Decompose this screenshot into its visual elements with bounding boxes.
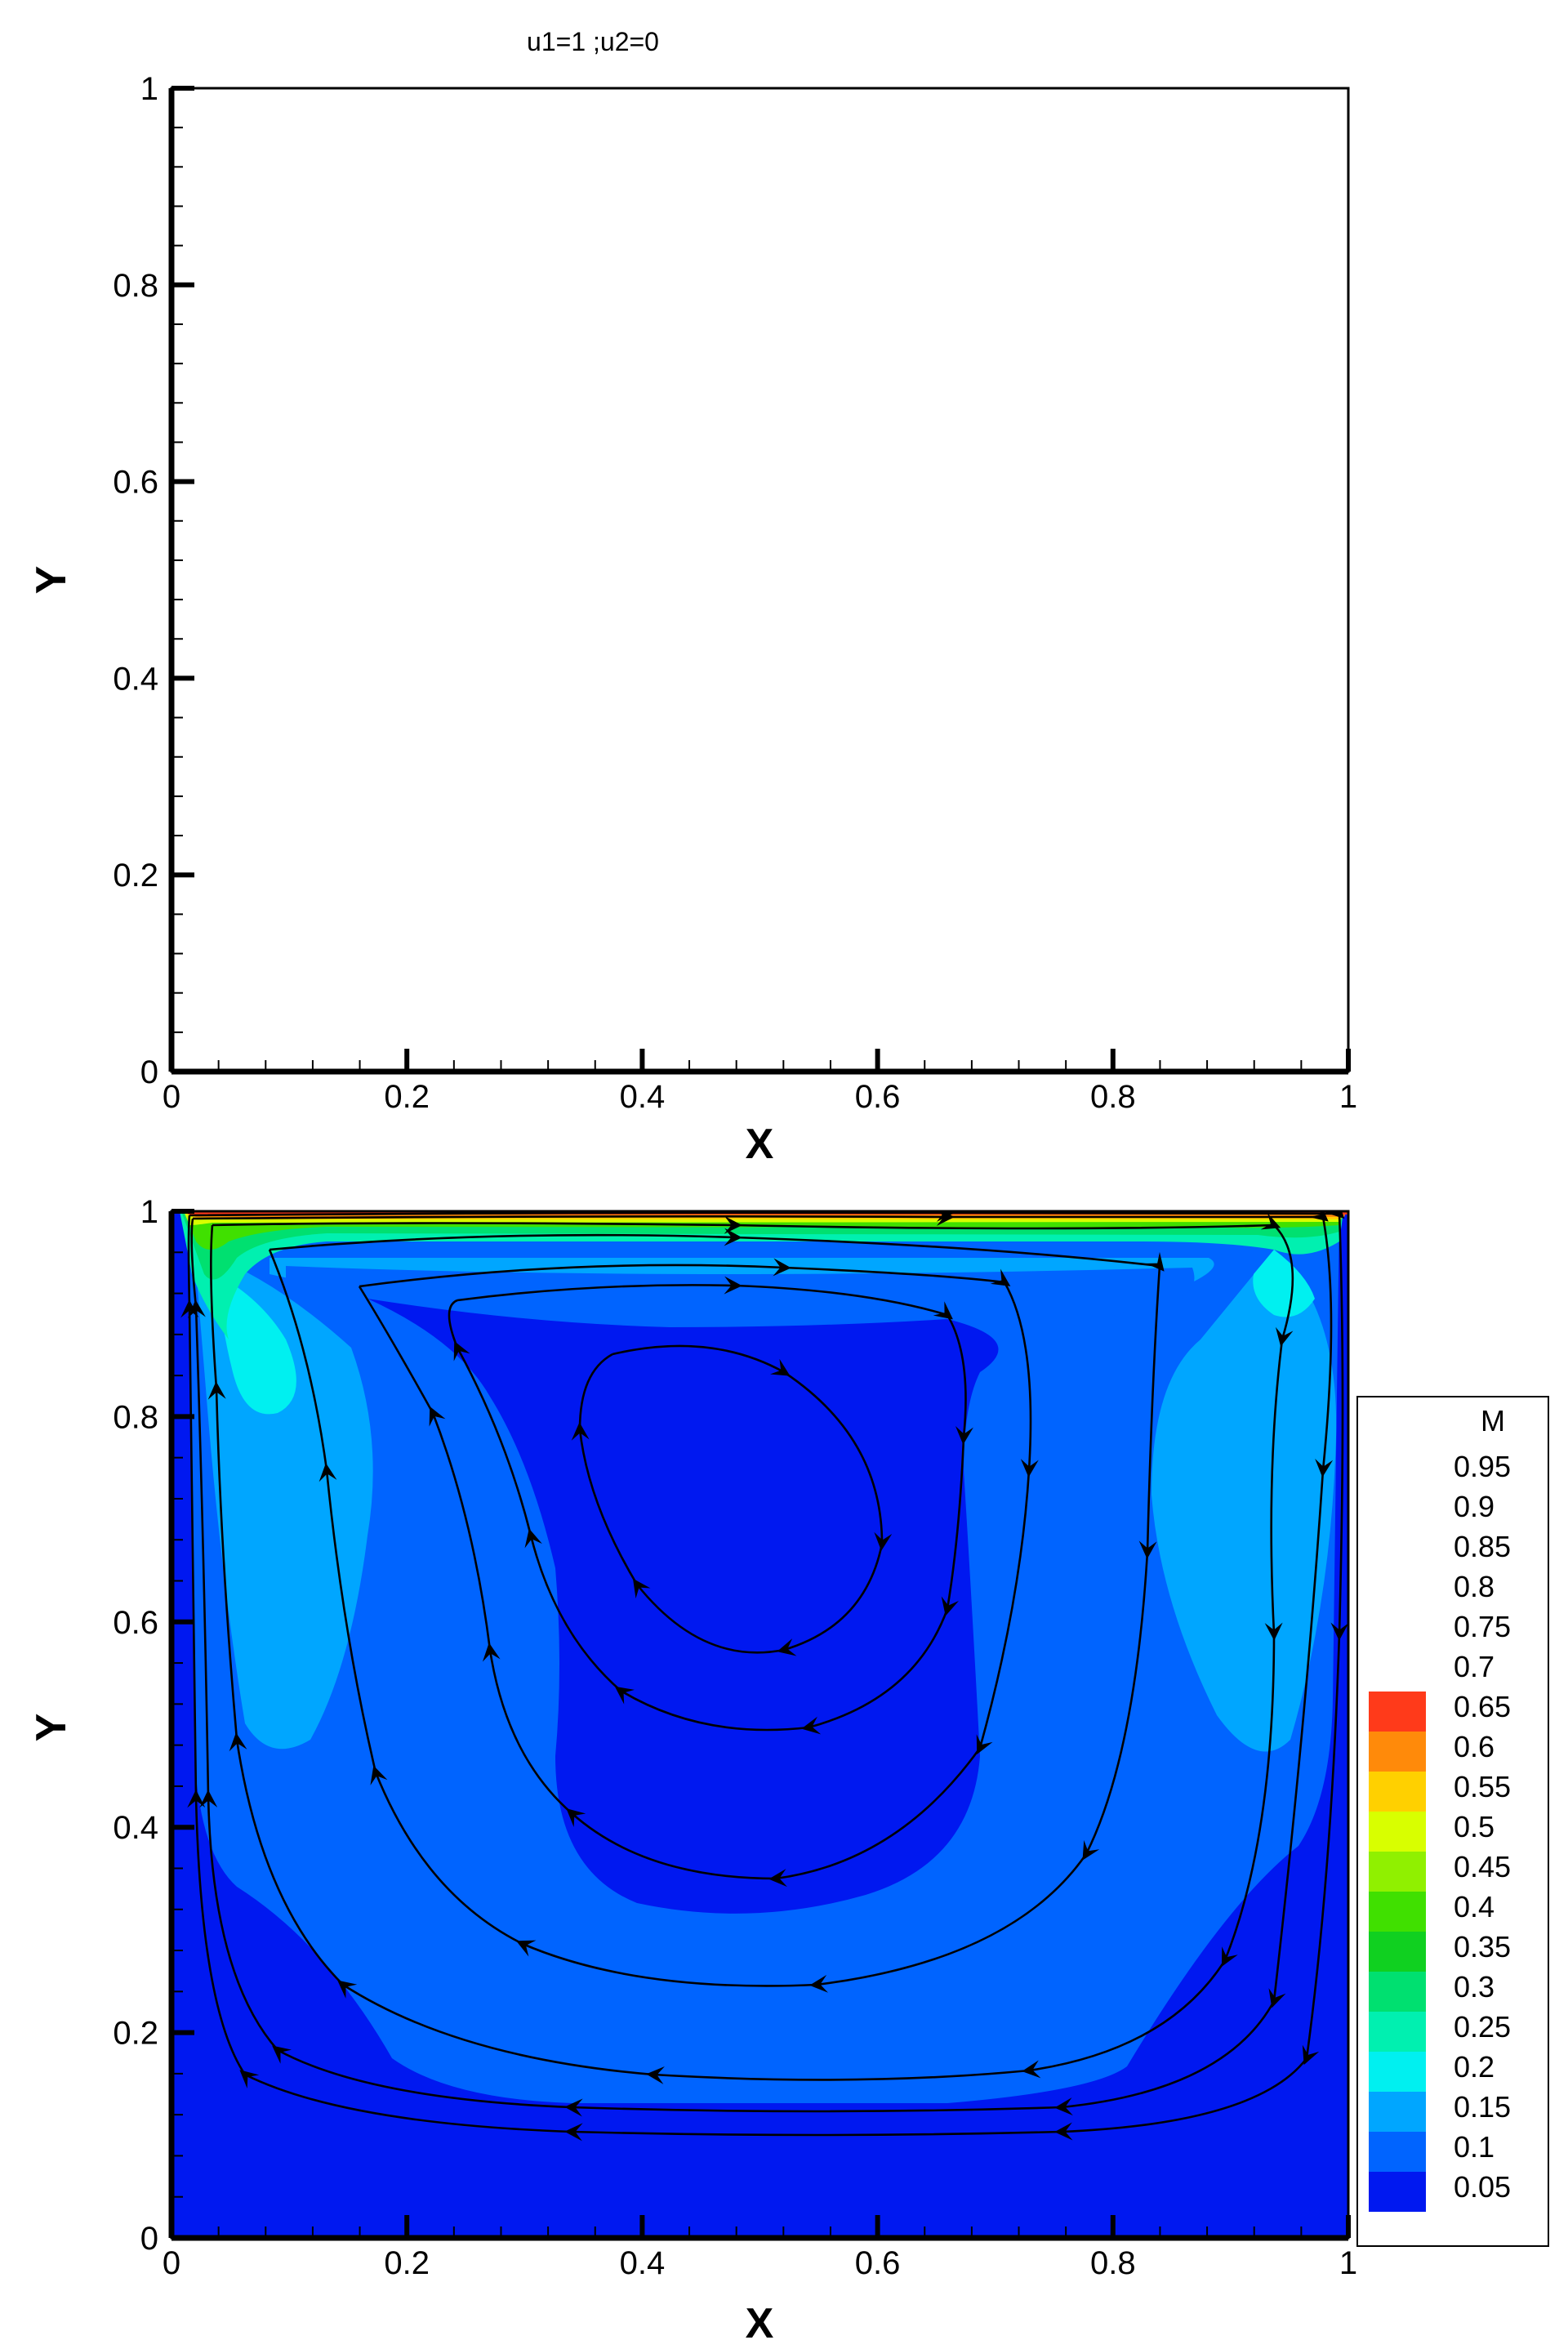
bottom-y-tick-label: 0.2 <box>113 2016 158 2052</box>
bottom-y-axis-title: Y <box>28 1714 75 1742</box>
bottom-x-tick-label: 1 <box>1339 2245 1357 2281</box>
legend-label: 0.8 <box>1454 1570 1494 1603</box>
legend-label: 0.45 <box>1454 1850 1511 1883</box>
top-y-tick-label: 0.2 <box>113 858 158 894</box>
legend-label: 0.05 <box>1454 2170 1511 2204</box>
legend-label: 0.55 <box>1454 1770 1511 1803</box>
top-plot: 0 0.2 0.4 0.6 0.8 1 0 0.2 0.4 0.6 0.8 1 X Y <box>28 71 1357 1168</box>
legend-label: 0.4 <box>1454 1890 1494 1923</box>
legend-label: 0.65 <box>1454 1690 1511 1723</box>
legend-title: M <box>1481 1404 1505 1437</box>
bottom-y-tick-label: 0 <box>140 2221 158 2257</box>
legend-swatch <box>1369 1892 1426 1932</box>
bottom-y-tick-label: 1 <box>140 1194 158 1230</box>
legend-label: 0.15 <box>1454 2090 1511 2124</box>
legend-label: 0.5 <box>1454 1810 1494 1843</box>
bottom-x-tick-label: 0.2 <box>384 2245 430 2281</box>
legend-label: 0.6 <box>1454 1730 1494 1763</box>
legend-swatch <box>1369 1972 1426 2012</box>
top-x-tick-label: 0.6 <box>855 1079 901 1115</box>
legend-swatch <box>1369 1932 1426 1972</box>
legend-label: 0.25 <box>1454 2010 1511 2044</box>
bottom-y-tick-label: 0.8 <box>113 1399 158 1435</box>
streamline-7 <box>180 1211 1348 2142</box>
top-ticks: 0 0.2 0.4 0.6 0.8 1 0 0.2 0.4 0.6 0.8 1 <box>113 71 1357 1115</box>
top-x-tick-label: 0 <box>163 1079 180 1115</box>
legend-swatch <box>1369 1812 1426 1852</box>
top-y-tick-label: 1 <box>140 71 158 107</box>
contour-fill <box>172 1211 1348 2238</box>
legend-label: 0.35 <box>1454 1930 1511 1963</box>
bottom-x-tick-label: 0.8 <box>1090 2245 1136 2281</box>
top-y-axis-title: Y <box>28 566 75 595</box>
bottom-x-axis-title: X <box>746 2300 774 2347</box>
bottom-ticks: 0 0.2 0.4 0.6 0.8 1 0 0.2 0.4 0.6 0.8 1 <box>113 1194 1357 2281</box>
top-x-axis-title: X <box>746 1121 774 1168</box>
legend-label: 0.2 <box>1454 2050 1494 2084</box>
top-y-tick-label: 0.8 <box>113 268 158 304</box>
top-x-tick-label: 0.2 <box>384 1079 430 1115</box>
bottom-x-tick-label: 0 <box>163 2245 180 2281</box>
legend-label: 0.7 <box>1454 1650 1494 1683</box>
legend-items: 0.95 0.9 0.85 0.8 0.75 0.7 0.65 0.6 0.55 0.5 0.45 0… <box>1369 1450 1511 2212</box>
legend-swatch <box>1369 1772 1426 1812</box>
legend-swatch <box>1369 2052 1426 2092</box>
bottom-y-tick-label: 0.4 <box>113 1810 158 1846</box>
legend-swatch <box>1369 1852 1426 1892</box>
legend: M 0.95 0.9 0.85 0.8 0.75 0.7 0.65 0.6 0.55 0.5 0.4… <box>1356 1396 1549 2247</box>
streamlines <box>180 1211 1348 2142</box>
legend-label: 0.85 <box>1454 1530 1511 1563</box>
legend-label: 0.9 <box>1454 1490 1494 1523</box>
plot-title: u1=1 ;u2=0 <box>527 27 659 56</box>
legend-label: 0.75 <box>1454 1610 1511 1643</box>
legend-swatch <box>1369 2092 1426 2132</box>
top-plot-frame <box>170 87 1350 1073</box>
legend-swatch <box>1369 1732 1426 1772</box>
top-x-tick-label: 1 <box>1339 1079 1357 1115</box>
top-y-tick-label: 0.4 <box>113 661 158 697</box>
legend-label: 0.1 <box>1454 2130 1494 2164</box>
top-y-tick-label: 0 <box>140 1054 158 1090</box>
bottom-x-tick-label: 0.4 <box>620 2245 666 2281</box>
legend-label: 0.3 <box>1454 1970 1494 2004</box>
legend-swatch <box>1369 1692 1426 1732</box>
legend-label: 0.95 <box>1454 1450 1511 1483</box>
legend-swatch <box>1369 2172 1426 2212</box>
legend-swatch <box>1369 2012 1426 2052</box>
bottom-plot: 0 0.2 0.4 0.6 0.8 1 0 0.2 0.4 0.6 0.8 1 X Y <box>28 1194 1357 2347</box>
legend-swatch <box>1369 2132 1426 2172</box>
top-x-tick-label: 0.4 <box>620 1079 666 1115</box>
bottom-y-tick-label: 0.6 <box>113 1605 158 1641</box>
top-y-tick-label: 0.6 <box>113 465 158 501</box>
bottom-x-tick-label: 0.6 <box>855 2245 901 2281</box>
top-x-tick-label: 0.8 <box>1090 1079 1136 1115</box>
